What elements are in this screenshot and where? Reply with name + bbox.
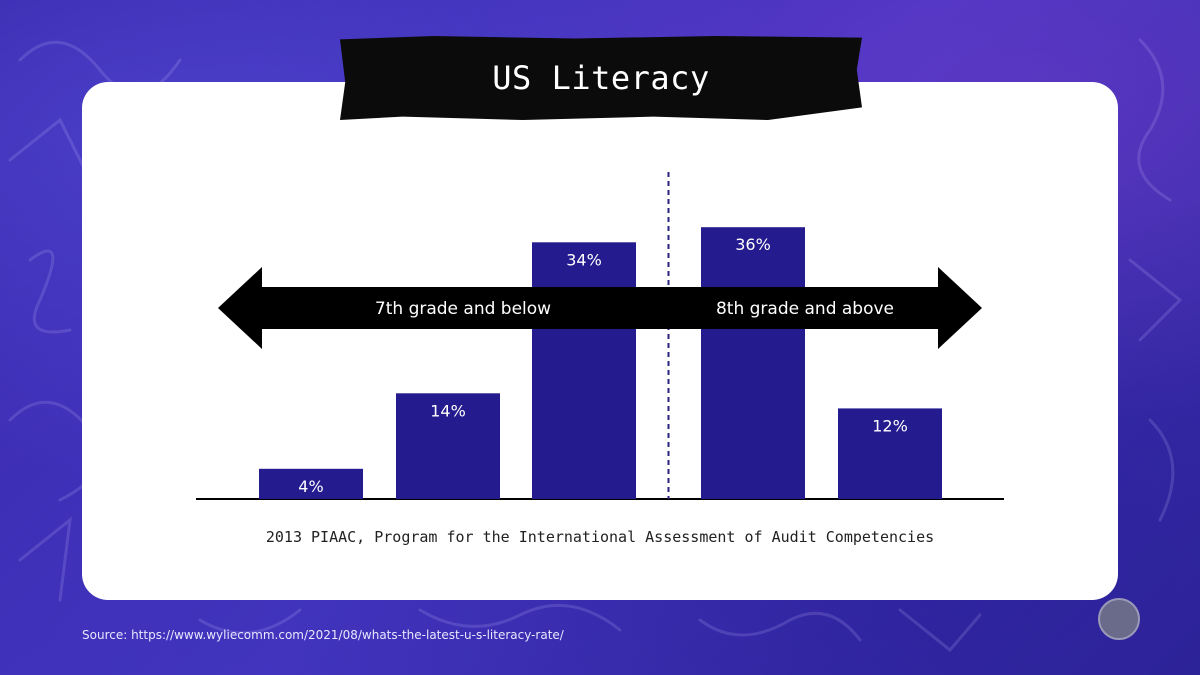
bar	[259, 468, 363, 499]
data-label: 36%	[735, 235, 771, 254]
chart-caption: 2013 PIAAC, Program for the Internationa…	[265, 528, 935, 546]
data-label: 34%	[566, 250, 602, 269]
data-label: 4%	[298, 477, 323, 496]
title-banner: US Literacy	[340, 36, 862, 120]
double-arrow	[218, 267, 982, 349]
bar	[701, 227, 805, 499]
data-label: 14%	[430, 401, 466, 420]
bar	[532, 242, 636, 500]
arrow-label-right: 8th grade and above	[716, 299, 894, 319]
arrow-label-left: 7th grade and below	[375, 299, 551, 319]
data-label: 12%	[872, 416, 908, 435]
page-title: US Literacy	[492, 59, 710, 97]
bar	[396, 393, 500, 499]
seal-logo	[1098, 598, 1140, 640]
bar	[838, 408, 942, 499]
source-link[interactable]: Source: https://www.wyliecomm.com/2021/0…	[82, 628, 564, 642]
